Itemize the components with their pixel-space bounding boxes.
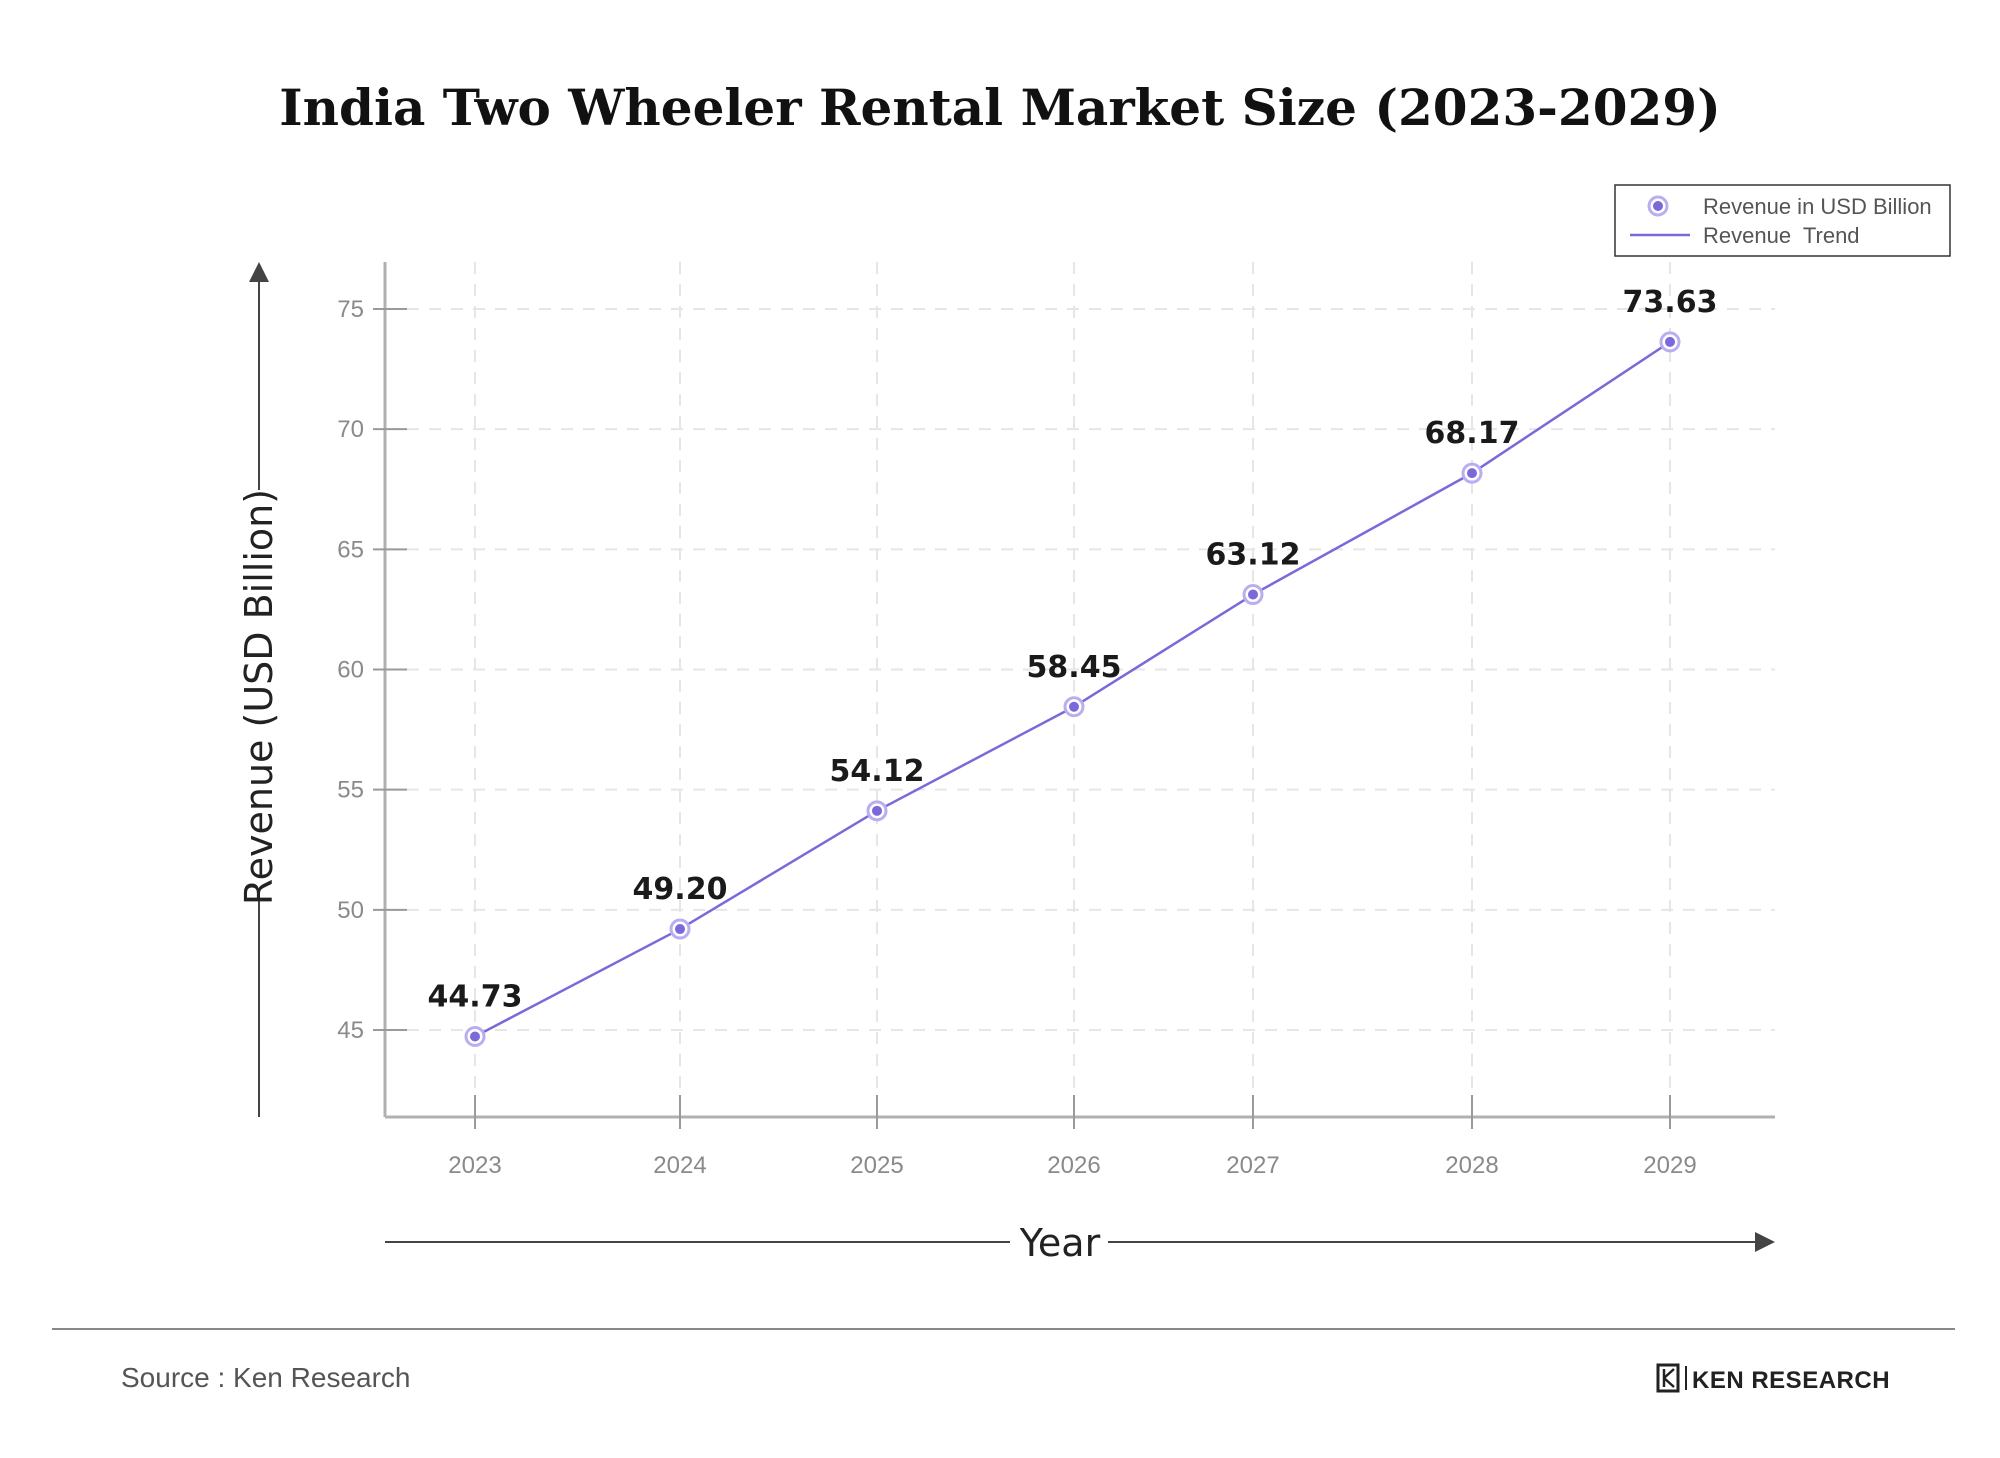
- data-label: 68.17: [1425, 416, 1520, 451]
- y-tick-label: 45: [337, 1017, 364, 1044]
- logo-icon: [1656, 1363, 1680, 1393]
- ken-research-logo: KEN RESEARCH: [1656, 1363, 1890, 1394]
- brand-name: KEN RESEARCH: [1692, 1367, 1890, 1394]
- legend-series-label: Revenue in USD Billion: [1703, 194, 1932, 219]
- y-ticks: 45 50 55 60 65 70 75: [337, 296, 407, 1044]
- x-tick-label: 2026: [1047, 1152, 1100, 1179]
- data-point: [1069, 701, 1079, 712]
- grid-lines: [385, 262, 1775, 1117]
- data-point: [1467, 468, 1477, 479]
- data-label: 49.20: [633, 872, 728, 907]
- data-point: [675, 924, 685, 935]
- axes: [383, 262, 1775, 1119]
- legend-trend-label: Revenue Trend: [1703, 223, 1860, 248]
- chart-title: India Two Wheeler Rental Market Size (20…: [279, 78, 1720, 137]
- data-point: [1665, 336, 1675, 347]
- source-text: Source : Ken Research: [121, 1362, 411, 1393]
- data-point: [1248, 589, 1258, 600]
- data-labels: 44.73 49.20 54.12 58.45 63.12 68.17 73.63: [428, 285, 1718, 1015]
- y-tick-label: 60: [337, 657, 364, 684]
- x-ticks: 2023 2024 2025 2026 2027 2028 2029: [448, 1095, 1697, 1179]
- data-point: [872, 805, 882, 816]
- y-tick-label: 50: [337, 897, 364, 924]
- data-point: [470, 1031, 480, 1042]
- legend: Revenue in USD Billion Revenue Trend: [1614, 184, 1951, 257]
- x-tick-label: 2029: [1643, 1152, 1696, 1179]
- x-tick-label: 2027: [1226, 1152, 1279, 1179]
- legend-box: [1614, 184, 1951, 257]
- x-axis-title-group: Year: [385, 1221, 1775, 1265]
- x-tick-label: 2023: [448, 1152, 501, 1179]
- logo-k-mark: [1662, 1368, 1675, 1388]
- x-tick-label: 2025: [850, 1152, 903, 1179]
- y-axis-arrow-icon: [249, 262, 269, 282]
- data-label: 54.12: [830, 754, 925, 789]
- y-tick-label: 75: [337, 296, 364, 323]
- data-label: 73.63: [1623, 285, 1718, 320]
- legend-marker-dot: [1653, 201, 1663, 211]
- data-label: 63.12: [1206, 538, 1301, 573]
- y-tick-label: 55: [337, 777, 364, 804]
- x-axis-arrow-icon: [1755, 1232, 1775, 1252]
- y-axis-title-group: Revenue (USD Billion): [237, 262, 281, 1117]
- y-axis-title: Revenue (USD Billion): [237, 489, 281, 905]
- y-tick-label: 65: [337, 536, 364, 563]
- x-tick-label: 2024: [653, 1152, 706, 1179]
- x-tick-label: 2028: [1445, 1152, 1498, 1179]
- y-tick-label: 70: [337, 416, 364, 443]
- series-revenue: [464, 331, 1681, 1047]
- data-label: 58.45: [1027, 650, 1122, 685]
- x-axis-title: Year: [1019, 1221, 1101, 1265]
- data-label: 44.73: [428, 979, 523, 1014]
